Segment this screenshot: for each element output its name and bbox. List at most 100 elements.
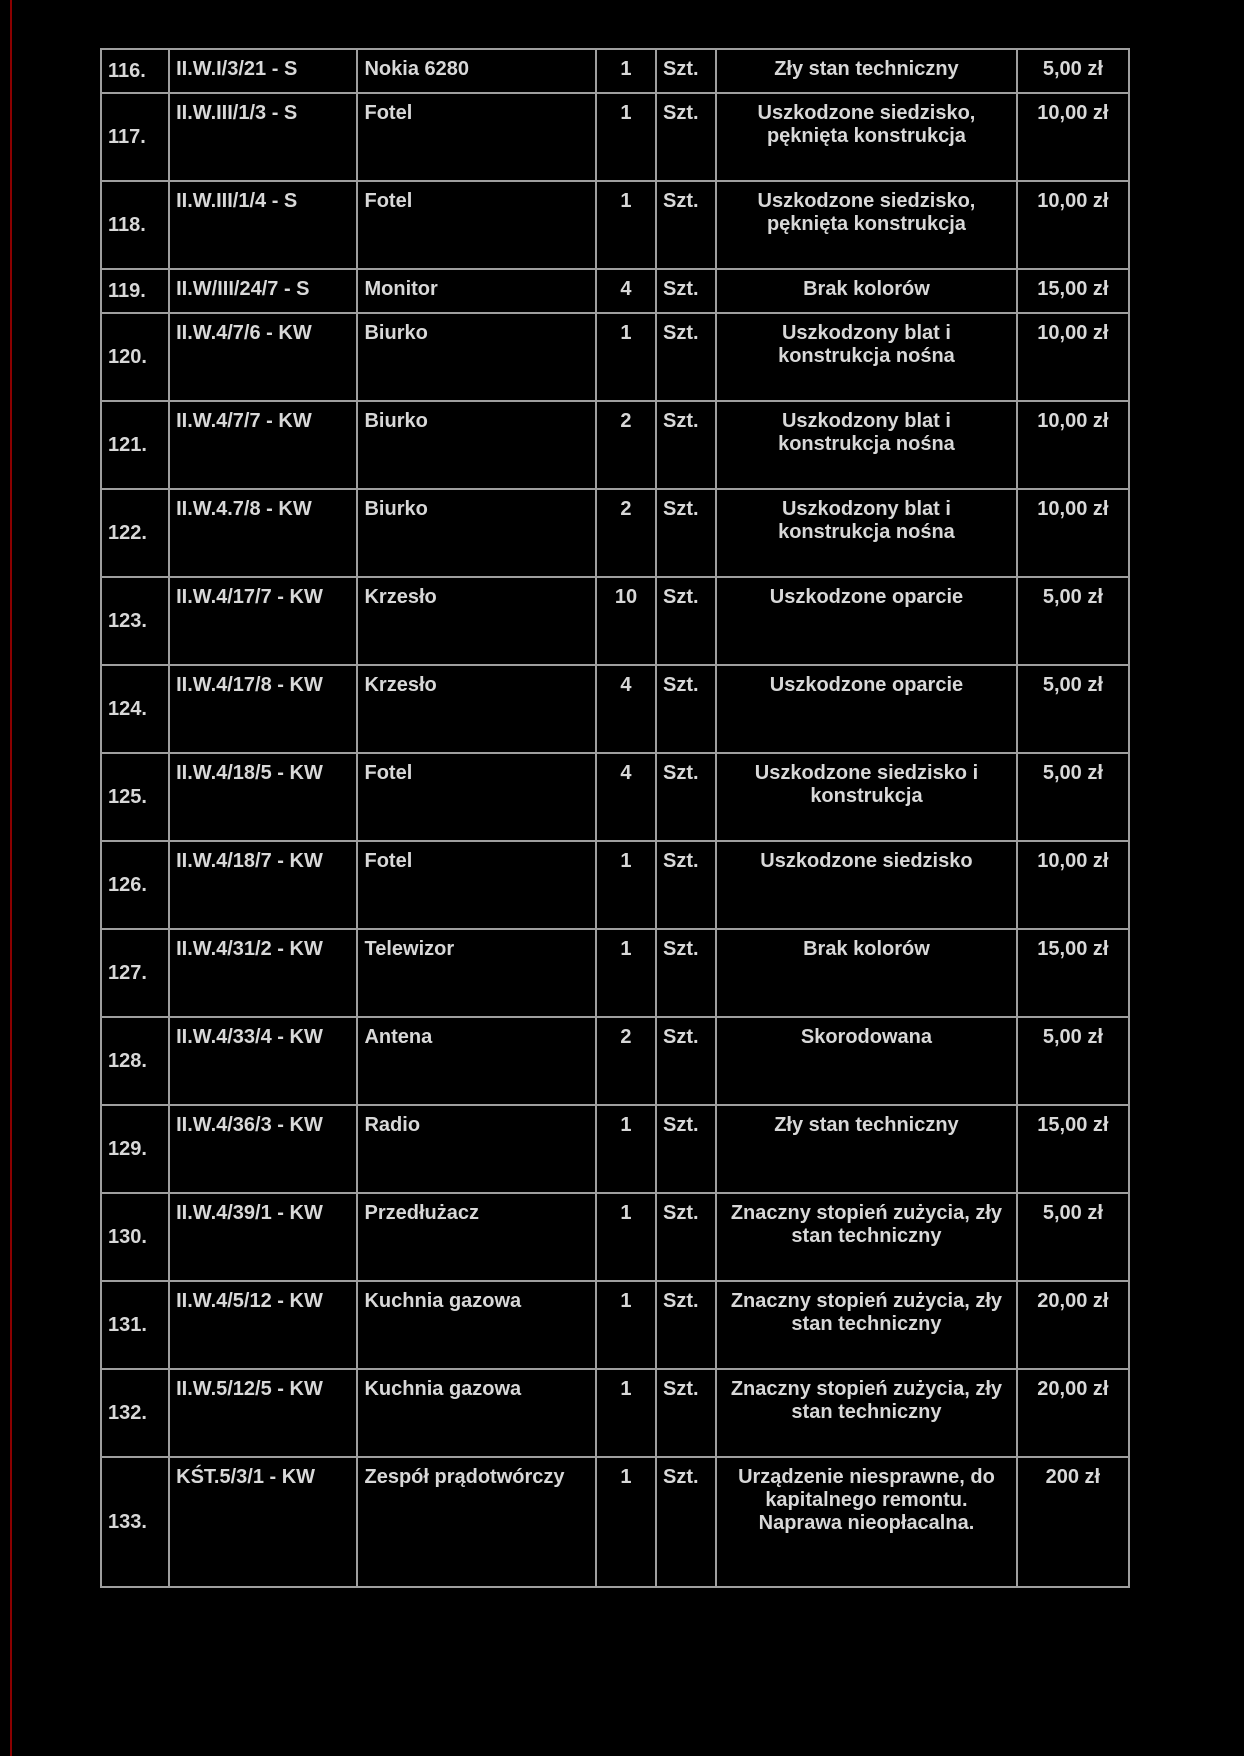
table-row: 121.II.W.4/7/7 - KWBiurko2Szt.Uszkodzony… <box>101 401 1129 489</box>
item-desc: Uszkodzone siedzisko i konstrukcja <box>716 753 1017 841</box>
item-code: II.W.4/39/1 - KW <box>169 1193 357 1281</box>
item-code: KŚT.5/3/1 - KW <box>169 1457 357 1587</box>
item-price: 5,00 zł <box>1017 1017 1129 1105</box>
item-price: 5,00 zł <box>1017 49 1129 93</box>
item-name: Fotel <box>357 753 595 841</box>
table-row: 119.II.W/III/24/7 - SMonitor4Szt.Brak ko… <box>101 269 1129 313</box>
table-row: 120.II.W.4/7/6 - KWBiurko1Szt.Uszkodzony… <box>101 313 1129 401</box>
item-name: Biurko <box>357 489 595 577</box>
item-unit: Szt. <box>656 841 716 929</box>
item-name: Fotel <box>357 841 595 929</box>
item-unit: Szt. <box>656 1105 716 1193</box>
item-qty: 2 <box>596 489 656 577</box>
item-code: II.W.4/5/12 - KW <box>169 1281 357 1369</box>
item-desc: Brak kolorów <box>716 929 1017 1017</box>
item-code: II.W.III/1/3 - S <box>169 93 357 181</box>
item-price: 10,00 zł <box>1017 93 1129 181</box>
item-desc: Uszkodzony blat i konstrukcja nośna <box>716 313 1017 401</box>
item-code: II.W.4.7/8 - KW <box>169 489 357 577</box>
item-code: II.W.III/1/4 - S <box>169 181 357 269</box>
row-number: 129. <box>101 1105 169 1193</box>
item-code: II.W.4/17/7 - KW <box>169 577 357 665</box>
item-price: 200 zł <box>1017 1457 1129 1587</box>
table-row: 123.II.W.4/17/7 - KWKrzesło10Szt.Uszkodz… <box>101 577 1129 665</box>
item-price: 15,00 zł <box>1017 1105 1129 1193</box>
item-code: II.W.I/3/21 - S <box>169 49 357 93</box>
item-price: 20,00 zł <box>1017 1369 1129 1457</box>
item-name: Fotel <box>357 181 595 269</box>
item-price: 5,00 zł <box>1017 665 1129 753</box>
row-number: 124. <box>101 665 169 753</box>
table-row: 122.II.W.4.7/8 - KWBiurko2Szt.Uszkodzony… <box>101 489 1129 577</box>
table-row: 131.II.W.4/5/12 - KWKuchnia gazowa1Szt.Z… <box>101 1281 1129 1369</box>
row-number: 123. <box>101 577 169 665</box>
item-name: Krzesło <box>357 665 595 753</box>
item-unit: Szt. <box>656 665 716 753</box>
item-unit: Szt. <box>656 489 716 577</box>
item-unit: Szt. <box>656 1457 716 1587</box>
table-row: 118.II.W.III/1/4 - SFotel1Szt.Uszkodzone… <box>101 181 1129 269</box>
table-row: 132.II.W.5/12/5 - KWKuchnia gazowa1Szt.Z… <box>101 1369 1129 1457</box>
row-number: 131. <box>101 1281 169 1369</box>
table-row: 130.II.W.4/39/1 - KWPrzedłużacz1Szt.Znac… <box>101 1193 1129 1281</box>
table-row: 124.II.W.4/17/8 - KWKrzesło4Szt.Uszkodzo… <box>101 665 1129 753</box>
table-row: 126.II.W.4/18/7 - KWFotel1Szt.Uszkodzone… <box>101 841 1129 929</box>
item-qty: 1 <box>596 181 656 269</box>
item-name: Fotel <box>357 93 595 181</box>
table-row: 133.KŚT.5/3/1 - KWZespół prądotwórczy1Sz… <box>101 1457 1129 1587</box>
item-desc: Uszkodzone oparcie <box>716 665 1017 753</box>
item-qty: 2 <box>596 1017 656 1105</box>
item-qty: 1 <box>596 1281 656 1369</box>
item-unit: Szt. <box>656 1369 716 1457</box>
item-code: II.W.4/33/4 - KW <box>169 1017 357 1105</box>
item-qty: 1 <box>596 929 656 1017</box>
item-qty: 4 <box>596 269 656 313</box>
item-qty: 1 <box>596 313 656 401</box>
item-price: 15,00 zł <box>1017 929 1129 1017</box>
left-margin-line <box>10 0 12 1756</box>
table-row: 117.II.W.III/1/3 - SFotel1Szt.Uszkodzone… <box>101 93 1129 181</box>
item-name: Krzesło <box>357 577 595 665</box>
item-unit: Szt. <box>656 93 716 181</box>
item-name: Nokia 6280 <box>357 49 595 93</box>
row-number: 128. <box>101 1017 169 1105</box>
item-qty: 1 <box>596 1105 656 1193</box>
item-desc: Uszkodzone siedzisko <box>716 841 1017 929</box>
item-price: 5,00 zł <box>1017 753 1129 841</box>
row-number: 132. <box>101 1369 169 1457</box>
item-code: II.W.4/18/7 - KW <box>169 841 357 929</box>
item-code: II.W.4/18/5 - KW <box>169 753 357 841</box>
item-qty: 4 <box>596 665 656 753</box>
item-unit: Szt. <box>656 753 716 841</box>
row-number: 130. <box>101 1193 169 1281</box>
item-price: 15,00 zł <box>1017 269 1129 313</box>
item-name: Monitor <box>357 269 595 313</box>
row-number: 122. <box>101 489 169 577</box>
table-row: 128.II.W.4/33/4 - KWAntena2Szt.Skorodowa… <box>101 1017 1129 1105</box>
item-unit: Szt. <box>656 269 716 313</box>
item-qty: 2 <box>596 401 656 489</box>
item-code: II.W.4/36/3 - KW <box>169 1105 357 1193</box>
item-qty: 1 <box>596 841 656 929</box>
item-unit: Szt. <box>656 401 716 489</box>
row-number: 117. <box>101 93 169 181</box>
row-number: 116. <box>101 49 169 93</box>
item-code: II.W/III/24/7 - S <box>169 269 357 313</box>
item-unit: Szt. <box>656 181 716 269</box>
item-desc: Znaczny stopień zużycia, zły stan techni… <box>716 1193 1017 1281</box>
item-price: 10,00 zł <box>1017 313 1129 401</box>
item-name: Biurko <box>357 313 595 401</box>
inventory-table: 116.II.W.I/3/21 - SNokia 62801Szt.Zły st… <box>100 48 1130 1588</box>
item-price: 20,00 zł <box>1017 1281 1129 1369</box>
row-number: 127. <box>101 929 169 1017</box>
item-unit: Szt. <box>656 1017 716 1105</box>
row-number: 125. <box>101 753 169 841</box>
item-name: Kuchnia gazowa <box>357 1281 595 1369</box>
item-name: Zespół prądotwórczy <box>357 1457 595 1587</box>
table-row: 116.II.W.I/3/21 - SNokia 62801Szt.Zły st… <box>101 49 1129 93</box>
item-price: 5,00 zł <box>1017 1193 1129 1281</box>
item-unit: Szt. <box>656 929 716 1017</box>
item-desc: Skorodowana <box>716 1017 1017 1105</box>
item-qty: 1 <box>596 1369 656 1457</box>
inventory-table-wrap: 116.II.W.I/3/21 - SNokia 62801Szt.Zły st… <box>100 48 1130 1588</box>
